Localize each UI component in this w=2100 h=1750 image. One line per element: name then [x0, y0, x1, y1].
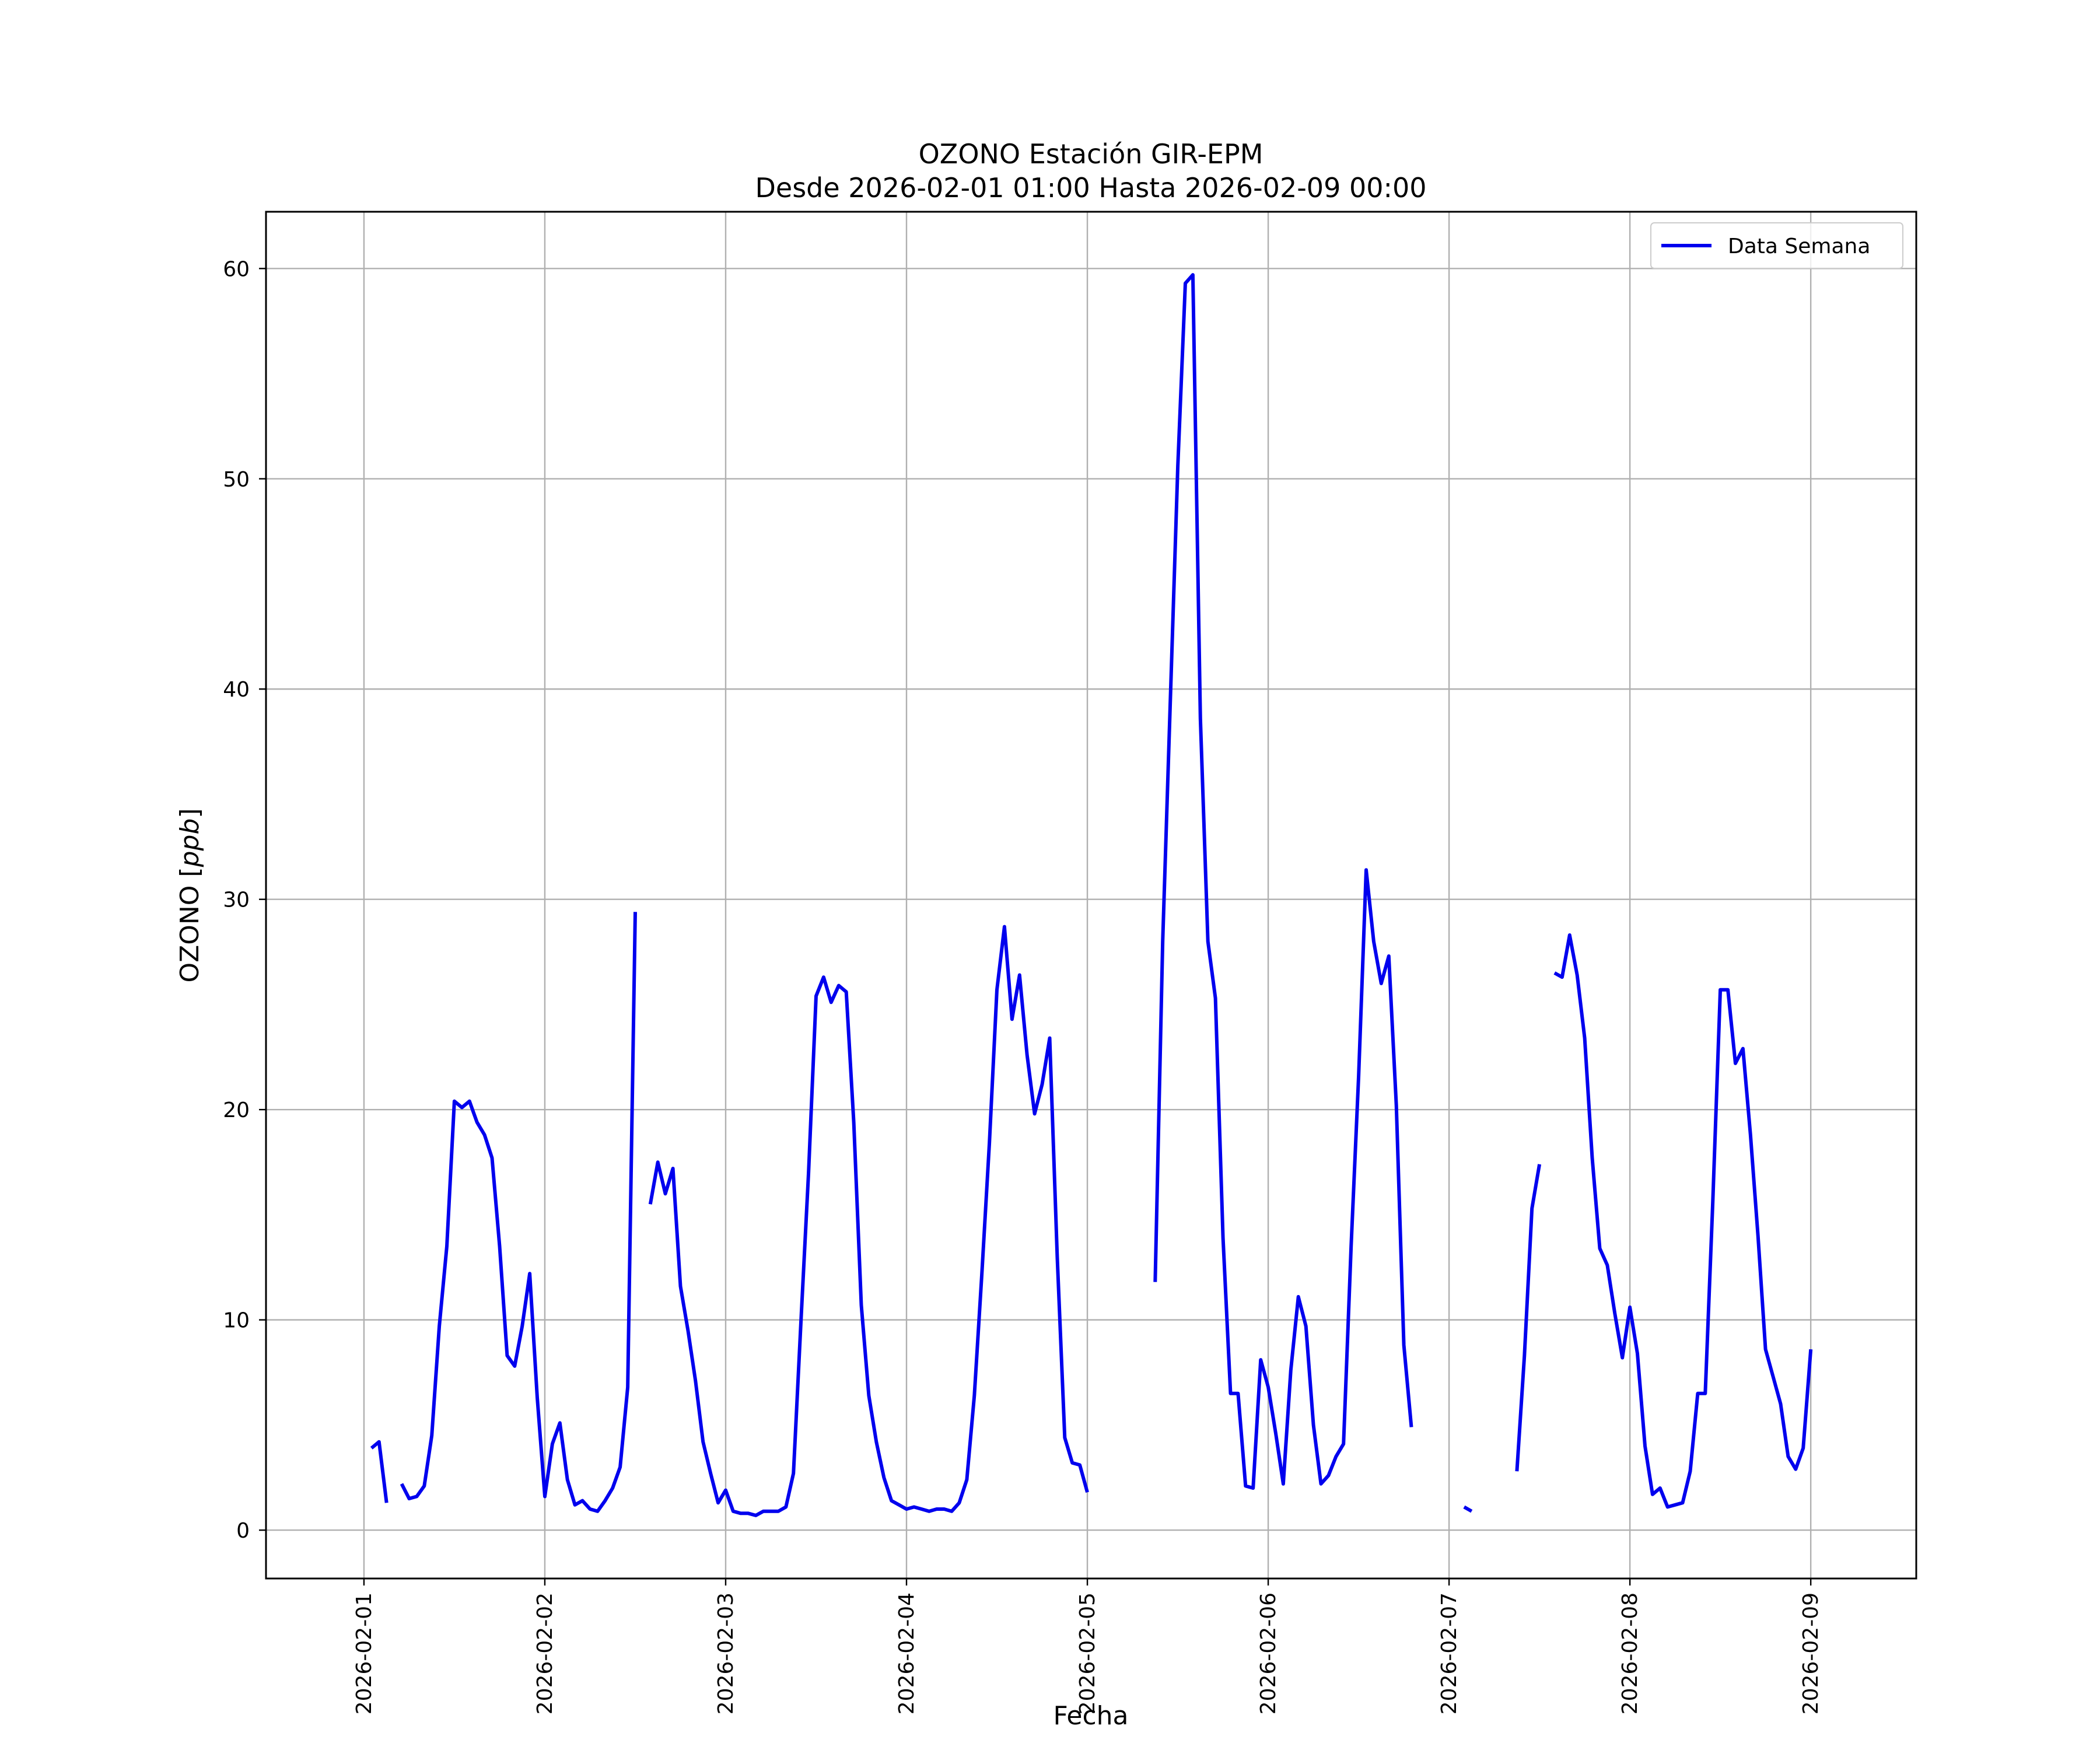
series-0-segment-3 [1153, 273, 1413, 1490]
x-axis-label: Fecha [1053, 1701, 1128, 1731]
x-tick-label-8: 2026-02-09 [1799, 1592, 1823, 1714]
series-lines [370, 273, 1813, 1517]
series-0-segment-2 [648, 925, 1089, 1517]
y-tick-label-5: 50 [223, 468, 250, 492]
x-tick-label-0: 2026-02-01 [352, 1592, 376, 1714]
grid-lines [266, 212, 1916, 1578]
y-axis-label-close-bracket: ] [175, 808, 205, 818]
x-tick-label-4: 2026-02-05 [1076, 1592, 1100, 1714]
x-tick-label-2: 2026-02-03 [714, 1592, 738, 1714]
x-tick-label-1: 2026-02-02 [533, 1592, 557, 1714]
y-tick-label-1: 10 [223, 1309, 250, 1333]
legend: Data Semana [1650, 222, 1903, 269]
x-tick-label-3: 2026-02-04 [895, 1592, 919, 1714]
y-tick-label-2: 20 [223, 1098, 250, 1122]
series-0-segment-4 [1463, 1505, 1473, 1513]
plot-area-frame [265, 211, 1917, 1580]
y-axis-label: OZONO [ppb] [175, 808, 205, 982]
x-tick-label-5: 2026-02-06 [1256, 1592, 1280, 1714]
axis-ticks: 2026-02-01 2026-02-02 2026-02-03 2026-02-04… [223, 257, 1823, 1714]
y-tick-label-6: 60 [223, 257, 250, 281]
y-tick-label-4: 40 [223, 678, 250, 702]
x-tick-label-6: 2026-02-07 [1437, 1592, 1461, 1714]
y-axis-label-open-bracket: [ [175, 867, 205, 885]
legend-label: Data Semana [1728, 235, 1870, 258]
series-0-segment-6 [1553, 933, 1813, 1509]
legend-box [1650, 222, 1903, 269]
y-axis-label-unit: ppb [175, 818, 205, 868]
x-tick-label-7: 2026-02-08 [1618, 1592, 1642, 1714]
series-0-segment-1 [400, 912, 637, 1513]
y-tick-label-3: 30 [223, 888, 250, 912]
chart-subtitle: Desde 2026-02-01 01:00 Hasta 2026-02-09 … [755, 172, 1426, 204]
series-0-segment-5 [1515, 1164, 1542, 1472]
y-tick-label-0: 0 [236, 1519, 250, 1543]
chart-title: OZONO Estación GIR-EPM [919, 138, 1264, 170]
y-axis-label-main: OZONO [175, 886, 205, 983]
series-0-segment-0 [370, 1440, 388, 1503]
